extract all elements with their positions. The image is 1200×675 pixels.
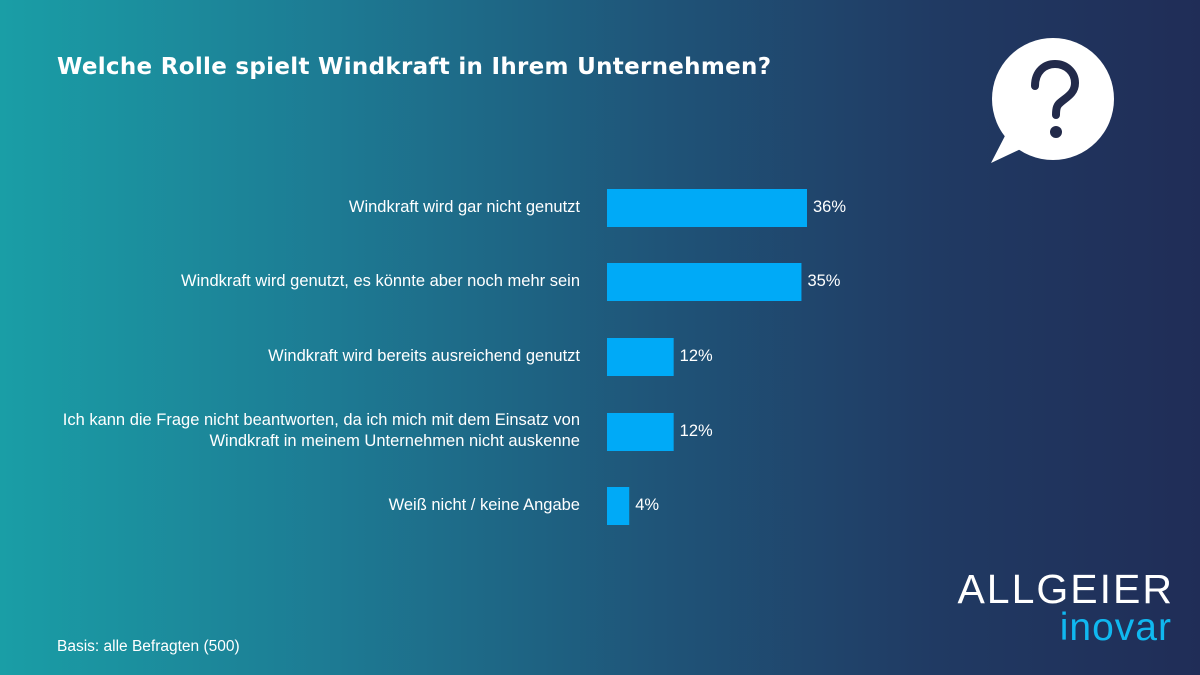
logo-line2: inovar <box>1059 606 1172 649</box>
logo-line1: ALLGEIER <box>957 566 1174 612</box>
category-label-4: Ich kann die Frage nicht beantworten, da… <box>62 411 580 450</box>
bar-4 <box>607 413 674 451</box>
bar-5 <box>607 487 630 525</box>
category-label-1: Windkraft wird gar nicht genutzt <box>348 197 580 216</box>
value-label-5: 4% <box>635 496 660 514</box>
value-label-2: 35% <box>807 272 841 290</box>
bar-2 <box>607 263 802 301</box>
category-label-2: Windkraft wird genutzt, es könnte aber n… <box>181 271 580 290</box>
value-label-4: 12% <box>679 422 713 440</box>
bar-1 <box>607 189 807 227</box>
question-bubble-icon <box>985 38 1125 168</box>
basis-note: Basis: alle Befragten (500) <box>57 638 240 655</box>
bar-3 <box>607 338 674 376</box>
value-label-1: 36% <box>813 198 847 216</box>
category-label-5: Weiß nicht / keine Angabe <box>388 495 580 514</box>
category-label-3: Windkraft wird bereits ausreichend genut… <box>268 346 580 365</box>
chart-title: Welche Rolle spielt Windkraft in Ihrem U… <box>57 54 772 80</box>
value-label-3: 12% <box>679 347 713 365</box>
company-logo: ALLGEIER inovar <box>928 566 1174 649</box>
